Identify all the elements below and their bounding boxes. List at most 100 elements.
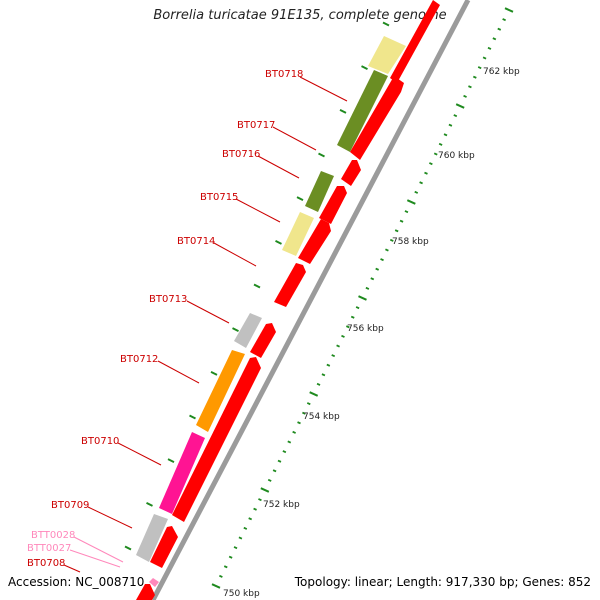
- major-tick: [455, 103, 465, 109]
- scale-label-752: 752 kbp: [263, 500, 300, 510]
- annotated-gene-track: [136, 36, 406, 587]
- major-tick: [504, 7, 514, 13]
- minor-tick: [326, 363, 331, 367]
- scale-label-762: 762 kbp: [483, 67, 520, 77]
- gene-label-bt0713[interactable]: BT0713: [149, 294, 187, 305]
- minor-tick: [223, 565, 228, 569]
- minor-tick: [472, 75, 477, 79]
- gene-block-small-pink: [149, 578, 159, 587]
- gene-label-bt0709[interactable]: BT0709: [51, 500, 89, 511]
- gene-block-olive: [305, 171, 334, 212]
- minor-tick: [394, 229, 399, 233]
- minor-tick: [453, 114, 458, 118]
- gene-label-bt0714[interactable]: BT0714: [177, 236, 215, 247]
- minor-tick: [389, 238, 394, 242]
- gene-block-orange: [196, 350, 245, 432]
- inner-tick: [167, 458, 175, 464]
- minor-tick: [341, 334, 345, 338]
- gene-label-bt0708[interactable]: BT0708: [27, 558, 65, 569]
- gene-arrow: [250, 323, 276, 358]
- minor-tick: [428, 162, 433, 166]
- scale-labels: 762 kbp 760 kbp 758 kbp 756 kbp 754 kbp …: [223, 67, 520, 599]
- gene-block-grey: [234, 313, 262, 348]
- scale-label-754: 754 kbp: [303, 412, 340, 422]
- minor-tick: [399, 219, 404, 223]
- minor-tick: [380, 258, 384, 262]
- minor-tick: [316, 382, 321, 386]
- minor-tick: [477, 66, 482, 70]
- minor-tick: [463, 94, 467, 98]
- minor-tick: [424, 171, 428, 175]
- inner-tick: [124, 545, 132, 551]
- gene-label-bt0710[interactable]: BT0710: [81, 436, 119, 447]
- gene-block-khaki: [282, 212, 314, 256]
- inner-tick: [146, 501, 153, 507]
- major-tick: [406, 199, 416, 205]
- minor-tick: [375, 267, 380, 271]
- minor-tick: [433, 152, 438, 156]
- minor-tick: [487, 46, 492, 50]
- map-title: Borrelia turicatae 91E135, complete geno…: [153, 8, 447, 23]
- gene-label-bt0716[interactable]: BT0716: [222, 149, 260, 160]
- scale-label-758: 758 kbp: [392, 237, 429, 247]
- gene-arrow: [390, 0, 440, 83]
- gene-arrow: [319, 186, 347, 224]
- minor-tick: [228, 555, 233, 559]
- minor-tick: [277, 459, 282, 463]
- major-tick: [211, 583, 221, 589]
- gene-label-bt0717[interactable]: BT0717: [237, 120, 275, 131]
- inner-tick: [318, 152, 325, 158]
- minor-tick: [321, 373, 326, 377]
- minor-tick: [336, 344, 340, 348]
- gene-label-bt0712[interactable]: BT0712: [120, 354, 158, 365]
- minor-tick: [258, 498, 262, 502]
- minor-tick: [419, 181, 423, 185]
- gene-block-khaki: [368, 36, 406, 74]
- minor-tick: [345, 325, 350, 329]
- minor-tick: [297, 421, 301, 425]
- minor-tick: [370, 277, 375, 281]
- gene-label-bt0715[interactable]: BT0715: [200, 192, 238, 203]
- minor-tick: [302, 411, 306, 415]
- minor-tick: [443, 133, 448, 137]
- minor-tick: [502, 18, 506, 22]
- minor-tick: [219, 574, 223, 578]
- minor-tick: [448, 123, 453, 127]
- gene-block-grey: [136, 514, 168, 562]
- minor-tick: [414, 190, 419, 194]
- scale-label-750: 750 kbp: [223, 589, 260, 599]
- minor-tick: [292, 430, 297, 434]
- minor-tick: [365, 286, 370, 290]
- minor-tick: [282, 450, 287, 454]
- inner-tick: [296, 196, 304, 202]
- minor-tick: [385, 248, 389, 252]
- gene-label-btt0027[interactable]: BTT0027: [27, 543, 71, 554]
- inner-tick: [275, 239, 282, 245]
- gene-arrow: [136, 584, 155, 600]
- gene-label-bt0718[interactable]: BT0718: [265, 69, 303, 80]
- minor-tick: [248, 517, 253, 521]
- major-tick: [358, 295, 367, 301]
- minor-tick: [272, 469, 277, 473]
- minor-tick: [355, 306, 360, 310]
- scale-label-756: 756 kbp: [347, 324, 384, 334]
- gene-block-pink: [159, 432, 205, 514]
- minor-tick: [306, 402, 311, 406]
- inner-tick: [339, 108, 347, 114]
- gene-label-btt0028[interactable]: BTT0028: [31, 530, 75, 541]
- genome-backbone: [150, 0, 471, 600]
- major-tick: [260, 487, 270, 493]
- gene-arrow: [341, 160, 361, 186]
- gene-arrow: [172, 357, 261, 522]
- minor-tick: [253, 507, 257, 511]
- inner-tick: [382, 21, 390, 27]
- gene-arrow: [298, 219, 331, 264]
- scale-ticks: [124, 7, 514, 589]
- scale-label-760: 760 kbp: [438, 151, 475, 161]
- gene-arrow: [274, 263, 306, 307]
- inner-tick: [189, 414, 196, 420]
- gene-arrow: [350, 76, 404, 160]
- minor-tick: [287, 440, 292, 444]
